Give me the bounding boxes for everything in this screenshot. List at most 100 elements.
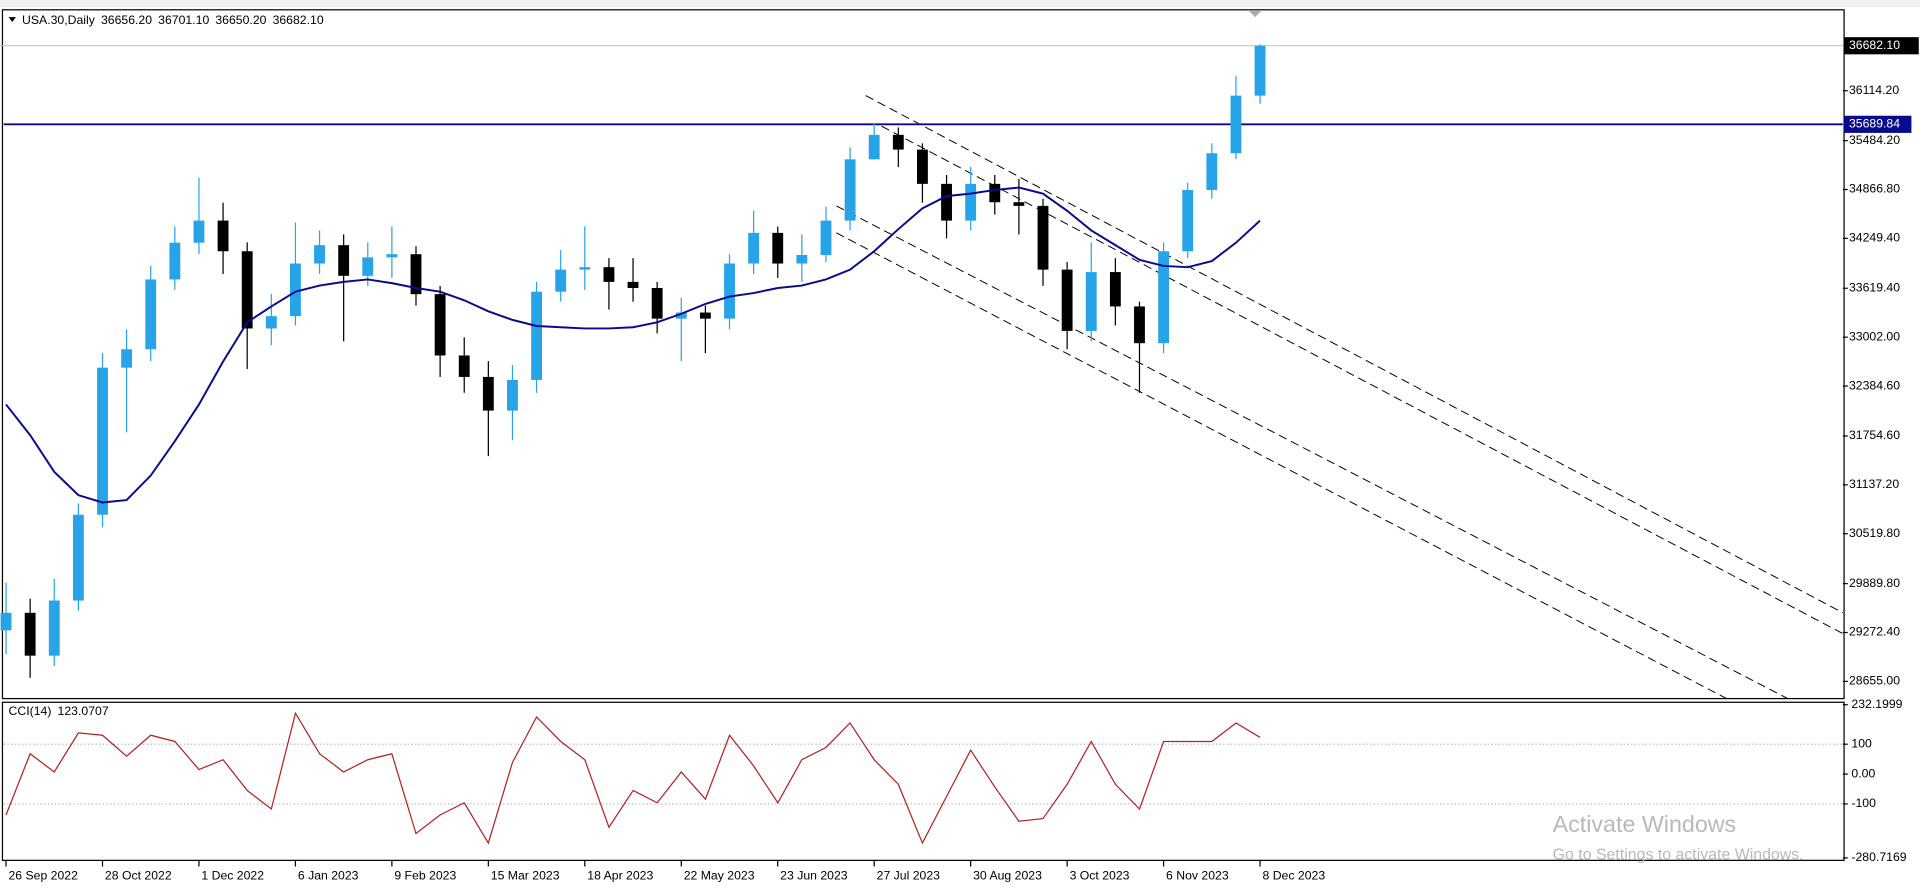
y-tick-label: 31137.20: [1849, 477, 1899, 491]
x-tick-label: 30 Aug 2023: [973, 869, 1042, 883]
cci-title: CCI(14): [9, 704, 52, 718]
candle-body: [796, 254, 808, 264]
candle-body: [675, 312, 687, 319]
x-tick-label: 6 Jan 2023: [298, 869, 359, 883]
toolbar-strip: [0, 0, 1920, 8]
watermark-title: Activate Windows: [1553, 811, 1737, 837]
candle-body: [724, 263, 735, 319]
candle-body: [941, 183, 952, 221]
candle-body: [1013, 202, 1025, 206]
candle-body: [314, 245, 325, 264]
symbol-title: USA.30,Daily: [22, 13, 96, 27]
candle-body: [1230, 95, 1242, 154]
x-tick-label: 6 Nov 2023: [1166, 869, 1229, 883]
y-tick-label: 36114.20: [1849, 83, 1899, 97]
candle-body: [772, 232, 784, 264]
y-tick-label: 34866.80: [1849, 182, 1900, 196]
y-tick-label: -280.7169: [1851, 850, 1906, 864]
x-tick-label: 27 Jul 2023: [877, 869, 941, 883]
y-tick-label: 35484.20: [1849, 133, 1900, 147]
cci-header: CCI(14) 123.0707: [9, 704, 109, 718]
y-tick-label: -100: [1851, 796, 1876, 810]
candle-body: [868, 134, 880, 160]
cci-current: 123.0707: [58, 704, 109, 718]
candle-body: [507, 379, 518, 411]
candle-body: [410, 254, 422, 295]
y-tick-label: 33619.40: [1849, 281, 1900, 295]
x-tick-label: 28 Oct 2022: [105, 869, 172, 883]
level-tag-box: [1844, 115, 1912, 133]
moving-average: [5, 186, 1261, 504]
candle-body: [965, 183, 977, 221]
x-tick-label: 3 Oct 2023: [1070, 869, 1130, 883]
y-tick-label: 0.00: [1851, 766, 1875, 780]
candle-body: [482, 376, 494, 411]
y-tick-label: 33002.00: [1849, 329, 1900, 343]
y-tick-label: 32384.60: [1849, 378, 1900, 392]
candle-body: [844, 159, 856, 221]
candle-body: [1061, 269, 1073, 331]
y-tick-label: 34249.40: [1849, 231, 1900, 245]
candle-body: [627, 281, 639, 288]
candle-body: [241, 251, 253, 329]
level-tag-label: 35689.84: [1849, 117, 1900, 131]
scroll-marker: [1248, 11, 1262, 18]
main-panel-frame: [1, 9, 1845, 700]
x-tick-label: 18 Apr 2023: [587, 869, 653, 883]
header-high: 36701.10: [158, 13, 209, 27]
symbol-menu-icon[interactable]: [8, 17, 16, 23]
candle-body: [217, 220, 229, 252]
candle-body: [1037, 205, 1049, 270]
header-open: 36656.20: [101, 13, 152, 27]
header-low: 36650.20: [215, 13, 266, 27]
x-tick-label: 15 Mar 2023: [491, 869, 560, 883]
y-tick-label: 29272.40: [1849, 625, 1900, 639]
candle-body: [892, 134, 904, 150]
candle-body: [24, 612, 36, 656]
candle-body: [989, 183, 1001, 203]
candle-body: [1158, 251, 1170, 344]
x-tick-label: 8 Dec 2023: [1263, 869, 1326, 883]
x-tick-label: 22 May 2023: [684, 869, 755, 883]
y-tick-label: 29889.80: [1849, 576, 1900, 590]
header-close: 36682.10: [273, 13, 324, 27]
candle-body: [48, 600, 60, 656]
candle-body: [72, 514, 84, 601]
channel-line: [836, 205, 1788, 700]
channel-line: [836, 232, 1727, 700]
candle-body: [820, 220, 832, 255]
y-tick-label: 100: [1851, 736, 1872, 750]
candle-body: [1254, 45, 1266, 96]
candle-body: [579, 267, 591, 270]
candle-body: [651, 287, 663, 319]
candle-body: [1085, 272, 1097, 331]
candle-body: [531, 291, 543, 380]
candle-body: [603, 267, 615, 282]
x-tick-label: 23 Jun 2023: [780, 869, 848, 883]
channel-line: [865, 95, 1844, 614]
candle-body: [0, 612, 12, 631]
x-tick-label: 9 Feb 2023: [394, 869, 456, 883]
y-tick-label: 31754.60: [1849, 428, 1900, 442]
y-tick-label: 28655.00: [1849, 674, 1900, 688]
candle-body: [145, 279, 157, 350]
cci-panel-frame: [1, 701, 1845, 861]
candle-body: [1134, 306, 1145, 344]
candle-body: [458, 355, 470, 377]
price-tag-box: [1844, 37, 1919, 55]
watermark-subtitle: Go to Settings to activate Windows.: [1553, 847, 1804, 864]
candle-body: [362, 257, 374, 276]
candle-body: [699, 312, 711, 319]
candle-body: [555, 269, 567, 292]
candle-body: [748, 232, 760, 264]
candle-body: [265, 316, 277, 329]
candle-body: [193, 220, 205, 243]
candle-body: [289, 263, 301, 317]
candle-body: [338, 245, 350, 276]
cci-line: [5, 711, 1261, 845]
candle-body: [917, 149, 928, 184]
y-tick-label: 30519.80: [1849, 526, 1900, 540]
candle-body: [97, 367, 108, 515]
